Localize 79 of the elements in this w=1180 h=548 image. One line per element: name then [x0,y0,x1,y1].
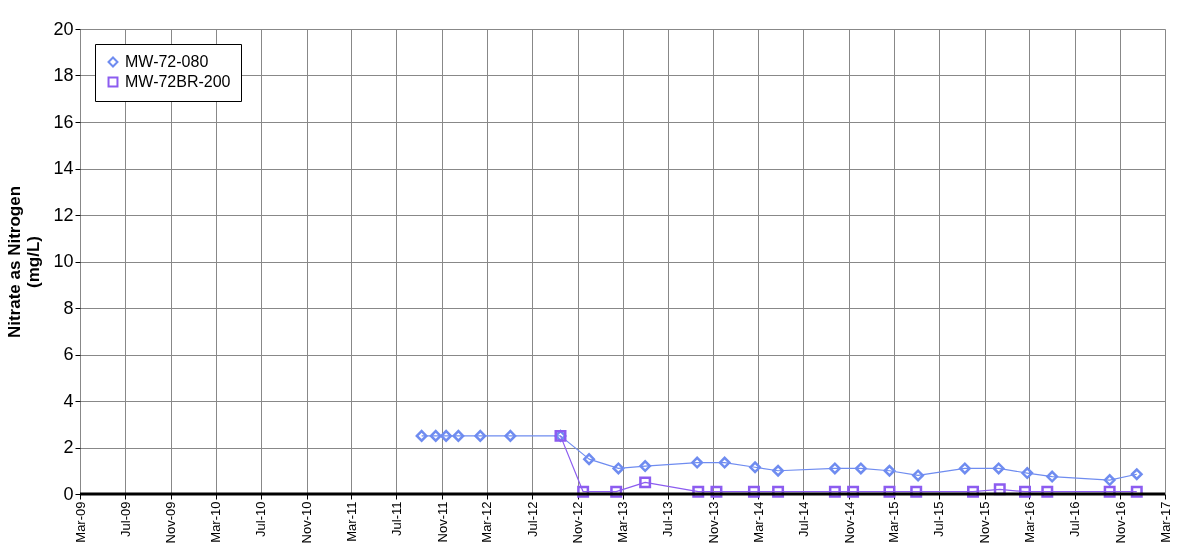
point [1041,485,1054,498]
y-axis-title: Nitrate as Nitrogen (mg/L) [5,185,44,339]
y-tick-label: 12 [53,204,74,225]
point [474,429,487,442]
x-tick-label: Mar-13 [615,501,630,543]
x-tick-label: Mar-17 [1157,501,1173,543]
y-tick-label: 14 [53,158,74,178]
x-tick-label: Mar-11 [343,501,359,542]
point [828,462,841,475]
point [639,476,652,489]
y-tick-label: 0 [63,483,74,504]
x-tick-label: Nov-15 [977,501,993,544]
point [610,485,623,498]
point [772,485,785,498]
x-tick-label: Jul-14 [795,501,811,537]
legend-label: MW-72BR-200 [125,73,231,90]
x-tick-label: Nov-11 [434,501,450,543]
point [612,462,625,475]
point [639,460,652,473]
point [883,464,896,477]
point [1046,470,1059,483]
x-tick-label: Nov-10 [299,501,315,544]
point [710,485,723,498]
point [854,462,867,475]
point [828,485,841,498]
point [1103,485,1116,498]
x-tick-label: Jul-09 [117,501,133,537]
x-tick-label: Mar-14 [750,501,766,543]
point [747,485,760,498]
x-tick-label: Nov-12 [570,501,586,544]
legend-label: MW-72-080 [125,53,209,70]
y-tick-label: 20 [53,18,74,39]
point [1103,474,1116,487]
point [910,485,923,498]
point [415,429,428,442]
y-tick-label: 4 [63,390,74,411]
x-tick-label: Mar-15 [886,501,902,543]
x-tick-label: Jul-16 [1067,501,1083,537]
y-tick-label: 2 [63,437,74,457]
point [691,456,704,469]
x-tick-label: Jul-15 [931,501,947,537]
x-tick-label: Mar-12 [479,501,495,543]
point [452,429,465,442]
x-tick-label: Jul-10 [253,501,269,537]
y-tick-label: 10 [53,251,74,271]
x-tick-label: Mar-10 [208,501,224,543]
y-tick-label: 18 [53,65,74,85]
y-tick-label: 8 [63,297,74,318]
point [504,429,517,442]
point [958,462,971,475]
x-tick-label: Nov-16 [1112,501,1128,544]
y-tick-label: 16 [53,111,74,132]
x-tick-label: Nov-09 [163,501,179,544]
point [772,464,785,477]
point [847,485,860,498]
x-tick-label: Jul-11 [388,501,404,536]
point [718,456,731,469]
point [992,462,1005,475]
point [583,453,596,466]
point [749,461,762,474]
point [577,485,590,498]
point [429,429,442,442]
x-tick-label: Mar-16 [1021,501,1037,543]
point [1130,468,1143,481]
x-tick-label: Jul-13 [660,501,676,537]
point [883,485,896,498]
point [440,429,453,442]
point [692,485,705,498]
point [1130,485,1143,498]
point [967,485,980,498]
point [1021,467,1034,480]
x-tick-label: Nov-14 [841,501,857,544]
point [912,469,925,482]
x-tick-label: Jul-12 [524,501,540,537]
x-tick-label: Mar-09 [72,501,88,543]
x-tick-label: Nov-13 [705,501,721,544]
y-tick-label: 6 [63,344,74,364]
point [993,483,1006,496]
point [1019,485,1032,498]
